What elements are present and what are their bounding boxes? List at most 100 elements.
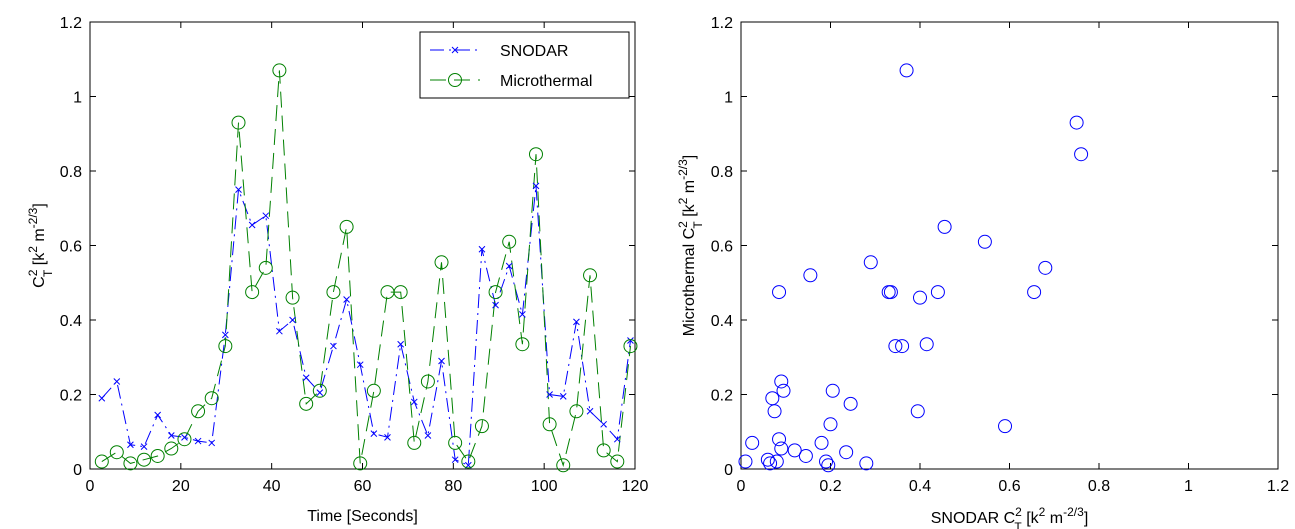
right-x-axis-label: SNODAR C2 T [k2 m-2/3] (931, 505, 1089, 529)
scatter-point (998, 419, 1013, 434)
scatter-point (895, 339, 910, 354)
series-line-microthermal (101, 70, 631, 468)
data-point-snodar (532, 182, 540, 190)
left-x-tick-label: 40 (263, 478, 281, 495)
scatter-point (899, 63, 914, 78)
data-point-snodar (289, 316, 296, 324)
data-point-microthermal (326, 285, 341, 300)
legend: SNODAR Microthermal (419, 31, 630, 99)
left-x-tick-label: 120 (622, 478, 649, 495)
data-point-microthermal (556, 458, 571, 473)
data-point-microthermal (339, 219, 354, 234)
scatter-point (863, 255, 878, 270)
series-line-snodar (101, 185, 631, 467)
label-unit-sup: -2/3 (26, 207, 40, 228)
left-y-tick-label: 0.8 (60, 164, 82, 181)
data-point-microthermal (569, 404, 584, 419)
label-unit-sup: 2 (676, 197, 690, 204)
data-point-microthermal (488, 285, 503, 300)
scatter-point (767, 404, 782, 419)
data-point-microthermal (583, 268, 598, 283)
data-point-snodar (600, 420, 608, 428)
label-unit-sup: 2 (26, 246, 40, 253)
scatter-point (839, 445, 854, 460)
data-point-snodar (546, 391, 553, 398)
scatter-point (772, 285, 787, 300)
data-point-microthermal (610, 454, 625, 469)
right-y-tick-label: 0.2 (711, 388, 733, 405)
data-point-snodar (127, 441, 134, 449)
scatter-point (1027, 285, 1042, 300)
left-y-tick-label: 0.6 (60, 239, 82, 256)
data-point-microthermal (448, 435, 463, 450)
left-x-tick-label: 20 (172, 478, 190, 495)
left-x-tick-label: 80 (444, 478, 462, 495)
label-unit-end: ] (1084, 510, 1088, 527)
left-y-tick-label: 1.2 (60, 15, 82, 32)
data-point-microthermal (150, 448, 165, 463)
data-point-snodar (181, 433, 188, 441)
scatter-point (937, 219, 952, 234)
scatter-point (843, 396, 858, 411)
data-point-microthermal (420, 374, 435, 389)
scatter-point (821, 458, 836, 473)
data-point-microthermal (109, 445, 124, 460)
right-y-axis-label: Microthermal C2T [k2 m-2/3] (676, 155, 705, 337)
scatter-point (859, 456, 874, 471)
data-point-microthermal (204, 391, 219, 406)
scatter-point (765, 391, 780, 406)
scatter-point (823, 417, 838, 432)
data-point-microthermal (164, 441, 179, 456)
data-point-snodar (113, 378, 121, 385)
scatter-point (977, 234, 992, 249)
data-point-microthermal (502, 234, 517, 249)
data-point-snodar (586, 407, 594, 415)
right-y-tick-label: 1.2 (711, 15, 733, 32)
right-x-tick-label: 0.6 (998, 478, 1020, 495)
data-point-microthermal (177, 432, 192, 447)
label-base: Microthermal C (681, 228, 698, 336)
right-axes-frame (740, 21, 1279, 470)
data-point-snodar (505, 262, 513, 270)
label-unit-end: ] (31, 203, 48, 207)
data-point-microthermal (231, 115, 246, 130)
right-y-tick-label: 0.4 (711, 313, 733, 330)
scatter-point (738, 454, 753, 469)
data-point-microthermal (245, 285, 260, 300)
data-point-microthermal (596, 443, 611, 458)
label-unit-sup: -2/3 (676, 159, 690, 180)
data-point-snodar (492, 301, 499, 309)
legend-marker-snodar (451, 46, 459, 54)
legend-box (419, 31, 630, 99)
label-sub: T (41, 269, 55, 277)
data-point-microthermal (123, 456, 138, 471)
label-unit: [k (31, 252, 48, 270)
data-point-snodar (438, 357, 445, 365)
label-unit: [k (1022, 510, 1040, 527)
data-point-microthermal (137, 452, 152, 467)
data-point-snodar (573, 318, 580, 326)
right-y-tick-label: 0 (724, 462, 733, 479)
data-point-microthermal (191, 404, 206, 419)
label-unit-end: ] (681, 155, 698, 159)
label-sub: T (1014, 520, 1022, 529)
scatter-point (774, 441, 789, 456)
right-y-tick-label: 1 (724, 90, 733, 107)
left-y-tick-label: 0 (73, 462, 82, 479)
scatter-point (814, 435, 829, 450)
data-point-microthermal (474, 419, 489, 434)
data-point-snodar (194, 437, 202, 445)
data-point-snodar (262, 212, 270, 220)
data-point-microthermal (94, 454, 109, 469)
right-x-tick-label: 0.2 (819, 478, 841, 495)
left-y-tick-label: 0.2 (60, 388, 82, 405)
label-sup: 2 (1015, 505, 1022, 519)
scatter-point (798, 448, 813, 463)
legend-label-microthermal: Microthermal (500, 73, 592, 90)
left-x-tick-label: 0 (86, 478, 95, 495)
scatter-point (760, 452, 775, 467)
data-point-microthermal (312, 383, 327, 398)
data-point-microthermal (353, 456, 368, 471)
scatter-point (803, 268, 818, 283)
